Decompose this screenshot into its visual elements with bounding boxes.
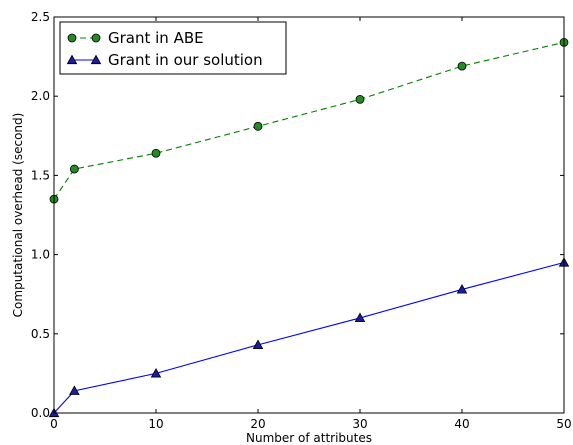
y-tick-label: 0.5 xyxy=(31,327,50,341)
data-point xyxy=(69,385,80,395)
legend-marker xyxy=(91,33,101,43)
y-tick-label: 0.0 xyxy=(31,406,50,420)
legend-marker xyxy=(66,54,78,65)
legend-marker xyxy=(90,54,102,65)
legend-box xyxy=(59,21,287,75)
x-axis-label: Number of attributes xyxy=(246,431,372,445)
data-point xyxy=(355,94,365,104)
y-axis-label: Computational overhead (second) xyxy=(11,113,25,318)
plot-frame xyxy=(53,16,565,414)
data-point xyxy=(456,284,468,294)
data-point xyxy=(150,367,162,378)
data-point xyxy=(354,312,366,323)
y-tick-label: 2.0 xyxy=(31,89,50,103)
x-tick-label: 30 xyxy=(352,417,367,431)
x-tick-label: 10 xyxy=(148,417,163,431)
x-tick-label: 40 xyxy=(454,417,469,431)
data-point xyxy=(70,164,79,174)
x-tick-label: 50 xyxy=(556,417,571,431)
legend: Grant in ABE Grant in our solution xyxy=(59,21,287,75)
y-tick-label: 1.0 xyxy=(31,248,50,262)
series-2 xyxy=(48,257,570,418)
series-1 xyxy=(49,37,569,204)
legend-entry: Grant in our solution xyxy=(66,51,263,69)
plot-area xyxy=(48,37,570,418)
data-point xyxy=(252,339,264,349)
y-tick-label: 1.5 xyxy=(31,168,50,182)
legend-entry: Grant in ABE xyxy=(67,29,204,47)
axes: 0 10 20 30 40 50 0.0 0.5 1.0 1.5 2.0 2.5 xyxy=(31,10,572,431)
data-point xyxy=(151,148,161,158)
legend-marker xyxy=(67,33,77,43)
x-tick-label: 20 xyxy=(250,417,265,431)
legend-label: Grant in ABE xyxy=(108,29,204,47)
y-tick-label: 2.5 xyxy=(31,10,50,24)
series-line xyxy=(53,261,565,414)
data-point xyxy=(457,61,467,71)
legend-label: Grant in our solution xyxy=(108,51,263,69)
data-point xyxy=(253,121,263,131)
x-tick-label: 0 xyxy=(50,417,58,431)
